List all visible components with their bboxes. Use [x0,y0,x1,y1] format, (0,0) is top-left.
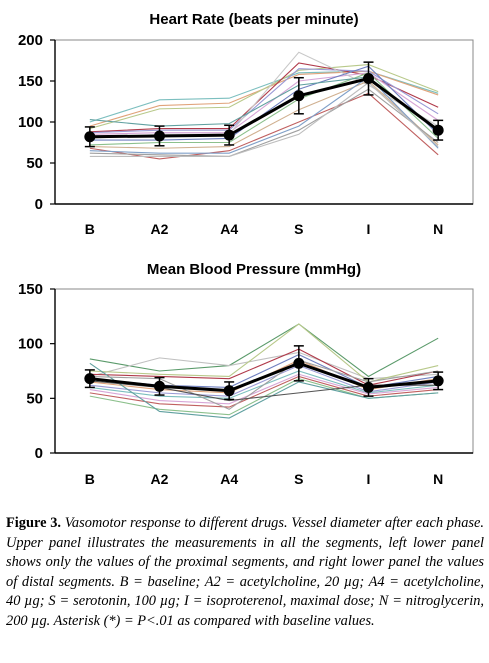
segment-series-line [89,80,439,149]
x-tick-label: A2 [151,221,169,237]
x-tick-label: B [85,471,95,487]
x-tick-label: A4 [220,471,238,487]
segment-series-line [89,373,439,405]
x-tick-label: A4 [220,221,238,237]
mean-point [432,375,444,387]
mean-point [154,380,165,392]
segment-series-line [89,323,439,383]
segment-series-line [89,351,439,380]
segment-series-line [89,323,439,378]
y-tick-label: 50 [26,155,43,172]
segment-series-line [89,64,439,130]
mean-point [84,131,96,143]
y-tick-label: 200 [18,32,43,49]
figure-caption: Figure 3. Vasomotor response to differen… [6,514,484,632]
segment-series-line [89,92,439,160]
mean-point [154,130,165,142]
y-tick-label: 50 [26,390,43,407]
mean-point [293,357,305,369]
blood-pressure-chart-title: Mean Blood Pressure (mmHg) [147,261,361,278]
heart-rate-chart: Heart Rate (beats per minute) 0 50 100 150 2… [18,11,474,237]
segment-series-line [89,72,439,146]
mean-series-line [89,76,440,139]
segment-series-line [89,88,439,157]
x-tick-label: A2 [151,471,169,487]
segment-series-line [89,348,439,386]
y-tick-label: 0 [35,445,43,462]
x-tick-label: I [367,471,371,487]
x-tick-label: B [85,221,95,237]
mean-point [363,381,374,393]
x-tick-label: S [294,221,303,237]
mean-point [363,73,374,85]
blood-pressure-chart: Mean Blood Pressure (mmHg) 0 50 100 150 B A2 A… [18,261,474,487]
x-tick-label: N [433,221,443,237]
y-tick-label: 150 [18,281,43,298]
y-tick-label: 0 [35,196,43,213]
heart-rate-chart-title: Heart Rate (beats per minute) [149,11,358,28]
mean-series-line [89,361,439,393]
segment-series-line [89,72,439,135]
mean-point [223,129,235,141]
segment-series-line [89,81,439,157]
x-tick-label: I [367,221,371,237]
figure-caption-text: Vasomotor response to different drugs. V… [6,515,484,629]
mean-point [432,124,444,136]
segment-series-line [89,362,439,419]
segment-series-line [89,359,439,410]
segment-series-line [89,375,439,408]
segment-series-line [89,364,439,397]
figure-caption-label: Figure 3. [6,515,62,531]
mean-point [293,90,305,102]
mean-point [223,385,235,397]
x-tick-label: S [294,471,303,487]
y-tick-label: 100 [18,336,43,353]
x-tick-label: N [433,471,443,487]
mean-point [84,373,96,385]
y-tick-label: 100 [18,114,43,131]
segment-series-line [89,68,439,134]
y-tick-label: 150 [18,73,43,90]
